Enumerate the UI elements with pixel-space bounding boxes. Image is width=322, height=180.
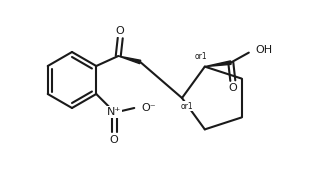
Text: O: O: [228, 83, 237, 93]
Text: or1: or1: [181, 102, 193, 111]
Text: O⁻: O⁻: [141, 103, 156, 113]
Text: O: O: [110, 135, 118, 145]
Text: or1: or1: [194, 52, 207, 61]
Text: N⁺: N⁺: [107, 107, 121, 117]
Text: O: O: [116, 26, 125, 36]
Polygon shape: [118, 56, 141, 64]
Text: OH: OH: [256, 45, 273, 55]
Polygon shape: [205, 61, 231, 67]
